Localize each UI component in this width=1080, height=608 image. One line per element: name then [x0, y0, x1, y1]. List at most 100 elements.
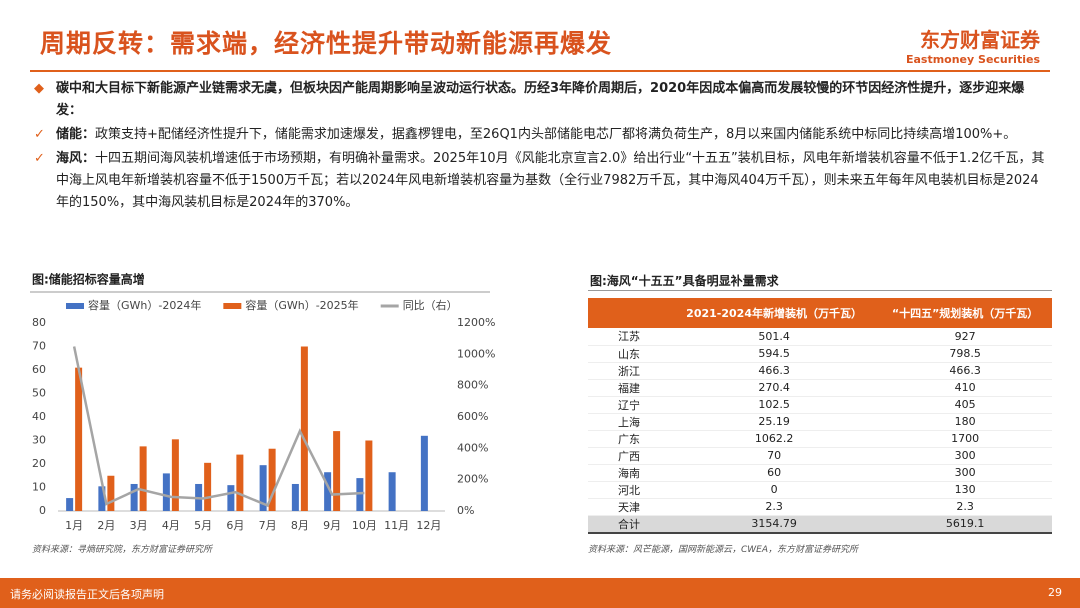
bullet: ◆ 碳中和大目标下新能源产业链需求无虞，但板块因产能周期影响呈波动运行状态。历经3… — [34, 81, 1025, 118]
table-cell: 60 — [670, 464, 879, 482]
table-cell: 0 — [670, 481, 879, 499]
bullet-lead: 储能： — [56, 127, 96, 142]
y-tick-label: 70 — [32, 340, 46, 353]
x-tick-label: 12月 — [416, 519, 441, 532]
x-tick-label: 8月 — [291, 519, 309, 532]
y2-tick-label: 200% — [457, 473, 488, 486]
bar — [300, 346, 308, 511]
legend-label: 容量（GWh）-2024年 — [88, 298, 201, 312]
brand-name: 东方财富证券 — [920, 28, 1040, 52]
bar — [75, 367, 83, 511]
bullet-list: ◆ 碳中和大目标下新能源产业链需求无虞，但板块因产能周期影响呈波动运行状态。历经3… — [30, 78, 1050, 216]
y-tick-label: 60 — [32, 363, 46, 376]
legend-label: 容量（GWh）-2025年 — [245, 298, 358, 312]
header-cell: “十四五”规划装机（万千瓦） — [878, 298, 1052, 328]
bullet: ✓ 储能：政策支持+配储经济性提升下，储能需求加速爆发，据鑫椤锂电，至26Q1内头… — [34, 127, 1017, 142]
table-cell: 130 — [878, 481, 1052, 499]
y2-tick-label: 600% — [457, 410, 488, 423]
table-cell: 3154.79 — [670, 515, 879, 534]
table-cell: 25.19 — [670, 413, 879, 431]
y-tick-label: 50 — [32, 387, 46, 400]
x-tick-label: 5月 — [194, 519, 212, 532]
bar — [356, 478, 364, 511]
table-cell: 福建 — [588, 379, 670, 397]
chart-source: 资料来源：寻熵研究院，东方财富证券研究所 — [32, 545, 213, 555]
table-row: 辽宁 102.5 405 — [588, 396, 1052, 414]
bar — [130, 483, 138, 511]
bar — [333, 431, 341, 511]
legend-label: 同比（右） — [403, 298, 458, 312]
table-row: 海南 60 300 — [588, 464, 1052, 482]
table-row: 江苏 501.4 927 — [588, 328, 1052, 346]
y-tick-label: 20 — [32, 457, 46, 470]
table-cell: 海南 — [588, 464, 670, 482]
x-tick-label: 11月 — [384, 519, 409, 532]
table-cell: 70 — [670, 447, 879, 465]
header-rule — [30, 70, 1050, 72]
y2-tick-label: 400% — [457, 441, 488, 454]
table-cell: 辽宁 — [588, 396, 670, 414]
table-row: 上海 25.19 180 — [588, 413, 1052, 431]
bullet-text: 政策支持+配储经济性提升下，储能需求加速爆发，据鑫椤锂电，至26Q1内头部储能电… — [95, 127, 1017, 142]
table-cell: 浙江 — [588, 362, 670, 380]
line — [72, 346, 365, 508]
bar — [420, 435, 428, 511]
table-cell: 2.3 — [878, 498, 1052, 516]
y-tick-label: 10 — [32, 481, 46, 494]
bar — [139, 446, 147, 511]
bullet-text: 碳中和大目标下新能源产业链需求无虞，但板块因产能周期影响呈波动运行状态。历经3年… — [56, 81, 1025, 118]
table-cell: 501.4 — [670, 328, 879, 346]
x-tick-label: 6月 — [226, 519, 244, 532]
y2-tick-label: 1000% — [457, 347, 495, 360]
bar — [66, 498, 74, 511]
x-tick-label: 9月 — [323, 519, 341, 532]
bar — [324, 472, 332, 511]
bar — [365, 440, 373, 511]
title-rule — [588, 290, 1052, 291]
x-tick-label: 10月 — [352, 519, 377, 532]
table-cell: 江苏 — [588, 328, 670, 346]
table-cell: 天津 — [588, 498, 670, 516]
table-cell: 广东 — [588, 430, 670, 448]
x-tick-label: 1月 — [65, 519, 83, 532]
bar — [236, 454, 244, 511]
chart-title: 图:储能招标容量高增 — [32, 272, 145, 287]
bar — [204, 462, 212, 511]
bar — [162, 473, 170, 511]
bar — [227, 485, 235, 511]
table-cell: 466.3 — [878, 362, 1052, 380]
table-row: 合计 3154.79 5619.1 — [588, 515, 1052, 534]
table-row: 福建 270.4 410 — [588, 379, 1052, 397]
table-row: 天津 2.3 2.3 — [588, 498, 1052, 516]
header-row: 2021-2024年新增装机（万千瓦） “十四五”规划装机（万千瓦） — [588, 298, 1052, 328]
bar — [291, 483, 299, 511]
bullet: ✓ 海风：十四五期间海风装机增速低于市场预期，有明确补量需求。2025年10月《风… — [34, 151, 1045, 210]
table-cell: 合计 — [588, 515, 670, 534]
brand: 东方财富证券 Eastmoney Securities — [906, 24, 1040, 66]
table-source: 资料来源：风芒能源，国网新能源云，CWEA，东方财富证券研究所 — [588, 545, 859, 555]
x-tick-label: 2月 — [97, 519, 115, 532]
table-cell: 300 — [878, 464, 1052, 482]
table-cell: 上海 — [588, 413, 670, 431]
table-cell: 1700 — [878, 430, 1052, 448]
header-cell: 2021-2024年新增装机（万千瓦） — [670, 298, 879, 328]
footer: 请务必阅读报告正文后各项声明 29 — [0, 578, 1080, 608]
table-cell: 300 — [878, 447, 1052, 465]
table-cell: 405 — [878, 396, 1052, 414]
table-cell: 410 — [878, 379, 1052, 397]
table-cell: 2.3 — [670, 498, 879, 516]
y-tick-label: 80 — [32, 316, 46, 329]
table-cell: 594.5 — [670, 345, 879, 363]
table-cell: 927 — [878, 328, 1052, 346]
table-row: 山东 594.5 798.5 — [588, 345, 1052, 363]
x-tick-label: 7月 — [259, 519, 277, 532]
bar — [268, 448, 276, 511]
footer-notice: 请务必阅读报告正文后各项声明 — [10, 588, 164, 601]
bar — [259, 465, 267, 511]
bullet-text: 十四五期间海风装机增速低于市场预期，有明确补量需求。2025年10月《风能北京宣… — [56, 151, 1045, 210]
table-cell: 270.4 — [670, 379, 879, 397]
y2-tick-label: 1200% — [457, 316, 495, 329]
legend-swatch — [66, 303, 84, 309]
bar — [171, 439, 179, 511]
